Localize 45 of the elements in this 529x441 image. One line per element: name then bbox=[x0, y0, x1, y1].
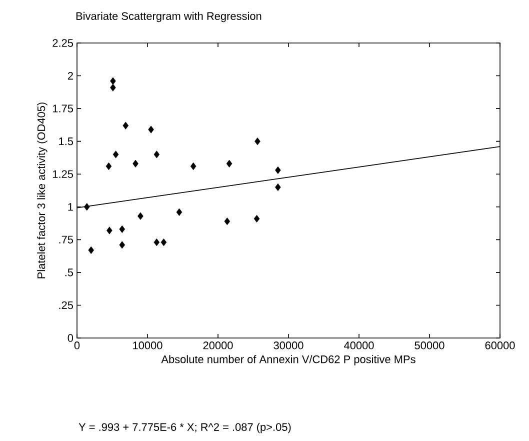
y-tick-label: .25 bbox=[59, 301, 74, 310]
y-tick-label: .5 bbox=[65, 268, 74, 276]
point bbox=[224, 218, 230, 226]
x-tick-label: 60000 bbox=[485, 342, 515, 350]
point bbox=[154, 150, 160, 158]
x-axis-title: Absolute number of Annexin V/CD62 P positive MPs bbox=[161, 355, 416, 366]
point bbox=[119, 241, 126, 249]
y-tick-label: 2 bbox=[68, 72, 73, 80]
x-tick-label: 40000 bbox=[344, 342, 374, 350]
x-tick-label: 10000 bbox=[133, 342, 162, 350]
point bbox=[122, 122, 129, 130]
x-tick-label: 30000 bbox=[274, 342, 304, 350]
point bbox=[88, 246, 94, 254]
y-tick-label: 1 bbox=[68, 203, 73, 211]
point bbox=[176, 208, 182, 216]
point bbox=[110, 77, 116, 85]
y-tick-label: 1.25 bbox=[52, 170, 74, 178]
point bbox=[275, 166, 281, 174]
y-axis-title: Platelet factor 3 like activity (OD405) bbox=[37, 102, 48, 278]
x-tick-label: 20000 bbox=[203, 342, 233, 350]
point bbox=[138, 212, 144, 220]
point bbox=[112, 150, 119, 158]
point bbox=[190, 162, 196, 170]
x-tick-label: 50000 bbox=[414, 342, 444, 350]
point bbox=[275, 183, 281, 192]
chart-title: Bivariate Scattergram with Regression bbox=[76, 12, 262, 22]
point bbox=[254, 214, 260, 222]
point bbox=[106, 162, 112, 170]
x-tick-label: 0 bbox=[74, 342, 80, 350]
point bbox=[110, 84, 116, 92]
point bbox=[132, 160, 138, 168]
point bbox=[160, 238, 167, 246]
y-tick-label: .75 bbox=[59, 236, 74, 244]
y-tick-label: 2.25 bbox=[52, 39, 74, 47]
y-tick-label: 1.75 bbox=[52, 104, 74, 112]
point bbox=[226, 160, 232, 168]
point bbox=[148, 126, 154, 134]
point bbox=[119, 225, 126, 233]
y-tick-label: 1.5 bbox=[59, 138, 74, 146]
point bbox=[84, 203, 90, 211]
text: Y = .993 + 7.775E-6 * X; R^2 = .087 (p>.05) bbox=[78, 422, 291, 434]
point bbox=[254, 138, 260, 146]
point bbox=[154, 238, 160, 246]
y-tick-label: 0 bbox=[68, 334, 74, 342]
point bbox=[106, 226, 112, 234]
